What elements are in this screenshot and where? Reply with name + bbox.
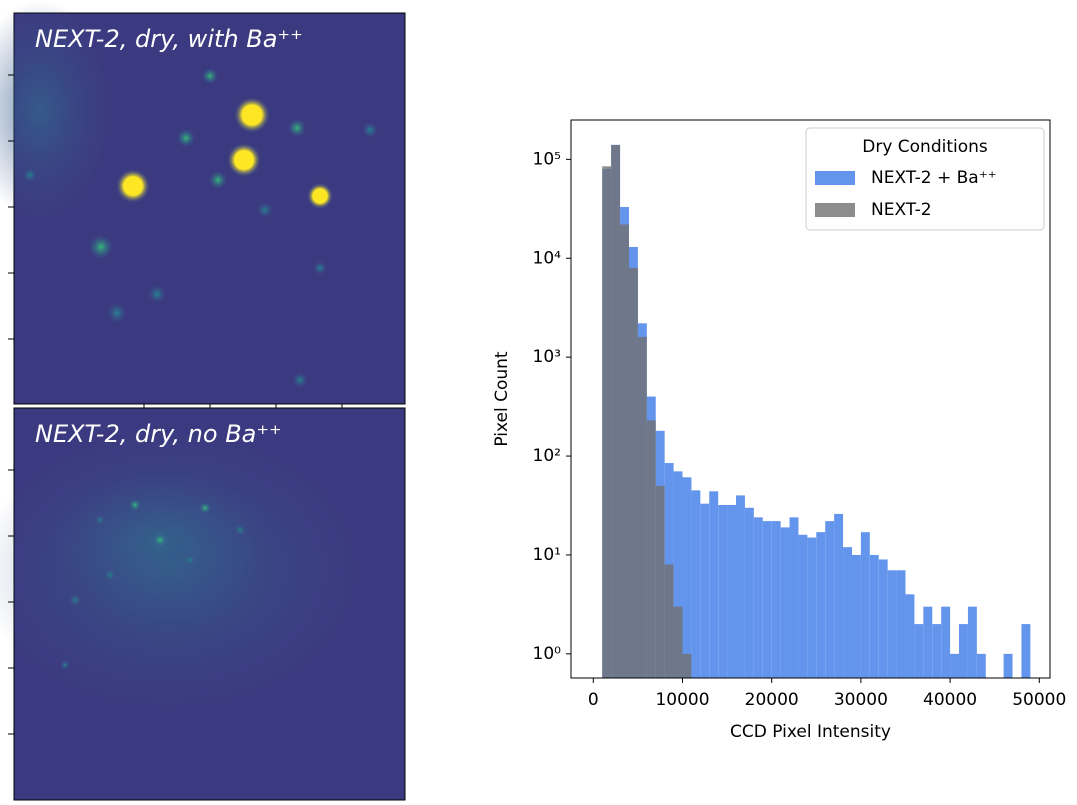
- bar: [736, 495, 745, 678]
- bar: [682, 653, 692, 678]
- bar: [851, 554, 861, 678]
- bar: [887, 570, 897, 678]
- bar: [771, 521, 781, 678]
- bar: [700, 503, 710, 678]
- x-tick-label: 20000: [745, 690, 799, 710]
- bar: [905, 594, 915, 678]
- bar: [1003, 653, 1013, 678]
- bar: [789, 517, 799, 678]
- bar: [967, 606, 977, 678]
- y-tick-label: 10¹: [533, 545, 561, 565]
- bar: [611, 144, 621, 679]
- bar: [673, 471, 683, 678]
- y-tick-label: 10³: [533, 347, 561, 367]
- bar: [950, 653, 960, 678]
- bar: [807, 537, 817, 678]
- bar: [941, 606, 951, 678]
- legend-box: [805, 127, 1045, 231]
- x-tick-label: 50000: [1012, 690, 1066, 710]
- x-tick-label: 30000: [834, 690, 888, 710]
- bar: [869, 554, 879, 678]
- bar: [932, 624, 942, 678]
- legend-swatch: [815, 203, 855, 217]
- bar: [860, 532, 870, 678]
- bar: [673, 606, 683, 678]
- bar: [914, 624, 924, 678]
- bar: [780, 527, 790, 678]
- x-axis-label: CCD Pixel Intensity: [730, 722, 891, 742]
- bar: [878, 559, 888, 678]
- plot-frame: [570, 119, 1051, 679]
- bar: [816, 532, 826, 678]
- bar: [718, 504, 728, 678]
- image-label: NEXT-2, dry, with Ba⁺⁺: [35, 25, 303, 53]
- histogram: 0 10000 20000 30000 40000 50000 10⁰ 10¹ 10² 10³ 10…: [492, 119, 1066, 742]
- image-label: NEXT-2, dry, no Ba⁺⁺: [35, 420, 282, 448]
- x-tick-label: 0: [588, 690, 599, 710]
- image-top: NEXT-2, dry, with Ba⁺⁺: [0, 0, 406, 410]
- bar: [976, 653, 986, 678]
- bar: [620, 224, 629, 678]
- bar: [709, 491, 719, 678]
- bar: [1021, 624, 1031, 678]
- legend-title: Dry Conditions: [862, 137, 988, 157]
- bar: [664, 564, 674, 678]
- bar: [691, 490, 701, 678]
- bar: [762, 521, 772, 678]
- bar: [843, 547, 852, 678]
- bar: [923, 606, 933, 678]
- y-tick-label: 10²: [533, 446, 561, 466]
- bar: [602, 166, 612, 678]
- legend-swatch: [815, 171, 855, 185]
- y-tick-label: 10⁰: [533, 644, 562, 664]
- legend-label: NEXT-2: [871, 200, 932, 220]
- bar: [646, 420, 656, 678]
- y-axis-label: Pixel Count: [492, 351, 512, 447]
- x-tick-label: 10000: [655, 690, 709, 710]
- bar: [655, 485, 665, 678]
- image-bottom: NEXT-2, dry, no Ba⁺⁺: [0, 407, 406, 801]
- bar: [798, 534, 808, 678]
- x-tick-label: 40000: [923, 690, 977, 710]
- bar: [628, 267, 638, 678]
- bar: [727, 504, 737, 678]
- bar: [682, 477, 692, 678]
- y-tick-label: 10⁵: [533, 149, 561, 169]
- bar: [825, 521, 835, 678]
- bar: [959, 624, 968, 678]
- bar: [744, 507, 754, 678]
- bar: [637, 336, 647, 678]
- bar: [834, 513, 844, 678]
- bar: [753, 517, 763, 678]
- legend-label: NEXT-2 + Ba⁺⁺: [871, 168, 997, 188]
- y-tick-label: 10⁴: [533, 248, 562, 268]
- bar: [896, 570, 906, 678]
